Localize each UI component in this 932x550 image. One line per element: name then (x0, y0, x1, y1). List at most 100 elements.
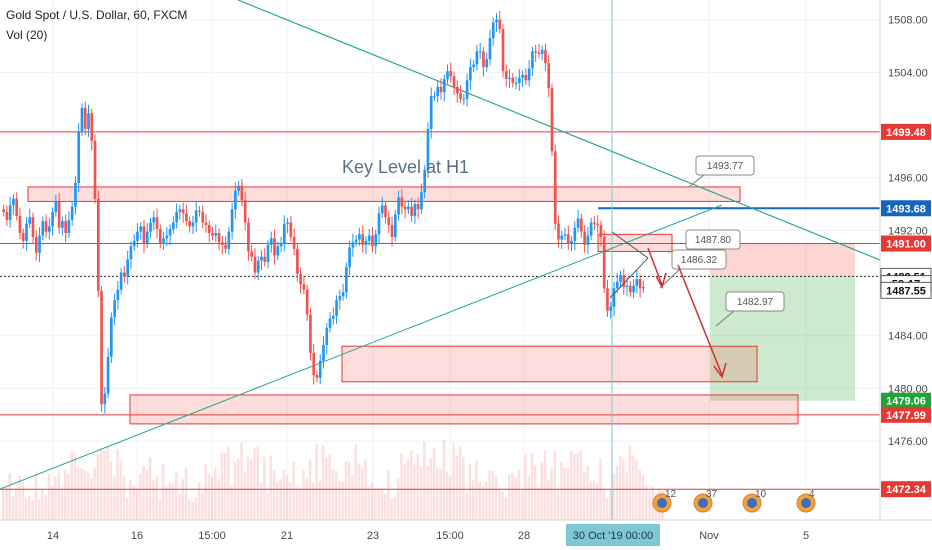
volume-bar (612, 473, 615, 520)
volume-bar (34, 472, 38, 520)
candle-body (142, 226, 146, 244)
callout-label: 1482.97 (737, 297, 774, 308)
cursor-date-badge (566, 524, 660, 546)
candle-body (136, 231, 139, 241)
candle-body (508, 77, 511, 79)
volume-bar (67, 473, 70, 520)
volume-bar (380, 489, 384, 520)
volume-bar (638, 469, 641, 520)
volume-bar (553, 449, 557, 520)
volume-bar (334, 470, 338, 520)
volume-bar (119, 460, 122, 520)
economic-event-flag-icon (747, 498, 757, 508)
candle-body (367, 235, 371, 241)
volume-bar (47, 474, 51, 520)
candle-body (250, 251, 254, 257)
candle-body (331, 315, 335, 319)
candle-body (214, 233, 218, 236)
volume-bar (161, 464, 165, 520)
volume-bar (387, 469, 390, 520)
volume-bar (315, 443, 318, 520)
candle-body (260, 256, 263, 261)
volume-bar (80, 468, 83, 520)
candle-body (348, 247, 351, 268)
candle-body (5, 211, 9, 220)
volume-bar (507, 474, 511, 520)
candle-body (596, 223, 600, 226)
candle-body (371, 235, 374, 247)
candle-body (638, 279, 642, 289)
arrow-head-2 (713, 362, 727, 379)
candle-body (119, 272, 123, 290)
candle-body (465, 80, 469, 99)
candle-body (70, 206, 74, 220)
volume-bar (413, 464, 416, 520)
candle-body (279, 243, 283, 247)
candle-body (518, 77, 521, 83)
ascending-trendline[interactable] (0, 204, 723, 490)
candle-body (175, 211, 178, 223)
volume-bar (44, 495, 47, 520)
candle-body (521, 75, 524, 78)
volume-bar (442, 440, 446, 520)
volume-bar (152, 480, 155, 520)
candle-body (80, 107, 84, 132)
candle-body (351, 242, 355, 248)
volume-bar (210, 476, 214, 520)
candle-body (544, 50, 547, 64)
candle-body (96, 198, 100, 291)
candle-body (230, 209, 234, 232)
volume-bar (517, 469, 521, 520)
volume-bar (582, 472, 586, 520)
cursor-date-label: 30 Oct '19 00:00 (573, 530, 653, 542)
volume-bar (266, 492, 269, 520)
volume-bar (540, 462, 544, 520)
candle-body (162, 238, 165, 244)
candle-body (384, 205, 387, 218)
candle-body (354, 239, 358, 243)
volume-bar (426, 466, 429, 520)
candle-body (145, 231, 149, 244)
trendlines (0, 0, 881, 490)
candle-body (129, 246, 133, 260)
candle-body (547, 63, 551, 89)
time-tick-label: Nov (699, 530, 719, 542)
volume-bar (534, 465, 537, 520)
volume-bar (99, 447, 103, 520)
candle-body (423, 169, 427, 193)
time-tick-label: 5 (803, 530, 809, 542)
candle-body (283, 223, 286, 244)
volume-bar (246, 456, 250, 520)
candle-body (34, 236, 38, 253)
candle-body (90, 113, 94, 141)
callout-label: 1487.80 (695, 235, 732, 246)
descending-trendline[interactable] (237, 0, 881, 261)
volume-bar (116, 449, 119, 520)
candle-body (511, 77, 515, 83)
economic-event-flag-icon (657, 498, 667, 508)
volume-bar (566, 468, 570, 520)
volume-bar (527, 476, 530, 520)
candle-body (302, 284, 306, 290)
volume-bar (41, 489, 44, 520)
volume-bar (31, 500, 34, 520)
callout-label: 1486.32 (681, 255, 718, 266)
candle-body (54, 201, 58, 212)
candle-body (560, 235, 564, 240)
candle-body (185, 213, 188, 222)
volume-bar (86, 473, 90, 520)
candle-body (612, 288, 616, 307)
drawings-layer: Key Level at H1 1493.77 1487.80 1486.32 1482… (342, 155, 816, 513)
time-tick-label: 23 (367, 530, 379, 542)
price-tick-label: 1504.00 (888, 67, 928, 79)
volume-bar (155, 476, 158, 520)
candle-body (609, 306, 613, 311)
volume-bar (462, 457, 465, 520)
volume-bar (357, 462, 361, 520)
volume-bar (625, 472, 628, 520)
volume-bar (520, 490, 524, 520)
volume-bar (145, 469, 149, 520)
volume-bar (70, 451, 74, 520)
candle-body (152, 217, 156, 223)
